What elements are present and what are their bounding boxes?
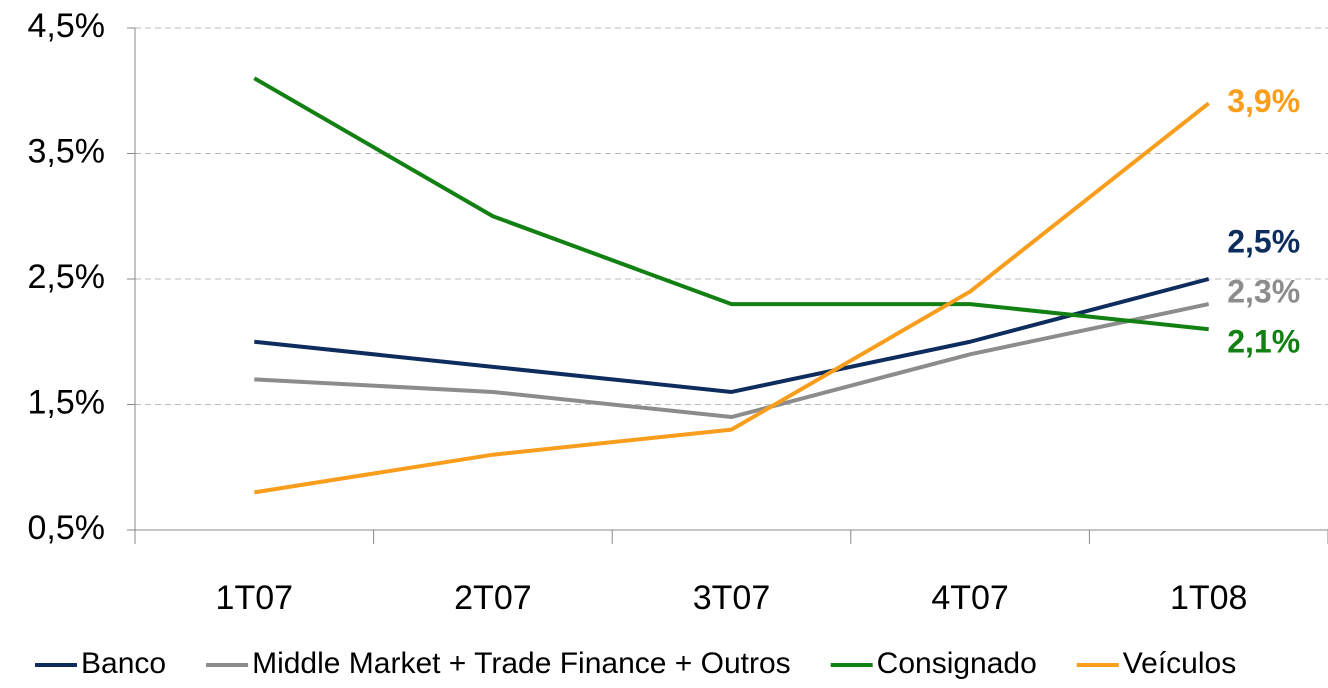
x-tick-label: 1T08 [1170,579,1248,617]
data-label: 3,9% [1227,83,1300,119]
y-tick-label: 1,5% [28,383,106,421]
series-line [253,101,1210,495]
legend-label: Banco [81,647,166,680]
x-tick-label: 3T07 [693,579,771,617]
x-tick-label: 2T07 [454,579,532,617]
y-tick-label: 2,5% [28,258,106,296]
y-tick-label: 0,5% [28,509,106,547]
legend-label: Consignado [877,647,1037,680]
series-line [253,76,1209,332]
x-tick-label: 1T07 [216,579,294,617]
data-label: 2,1% [1227,324,1300,360]
y-tick-label: 3,5% [28,132,106,170]
data-label: 2,3% [1227,274,1300,310]
y-tick-label: 4,5% [28,7,106,45]
legend-label: Veículos [1123,647,1236,680]
data-label: 2,5% [1227,223,1300,259]
series-line [254,302,1210,420]
series-line [254,277,1210,394]
x-tick-label: 4T07 [931,579,1009,617]
legend-label: Middle Market + Trade Finance + Outros [252,647,791,680]
